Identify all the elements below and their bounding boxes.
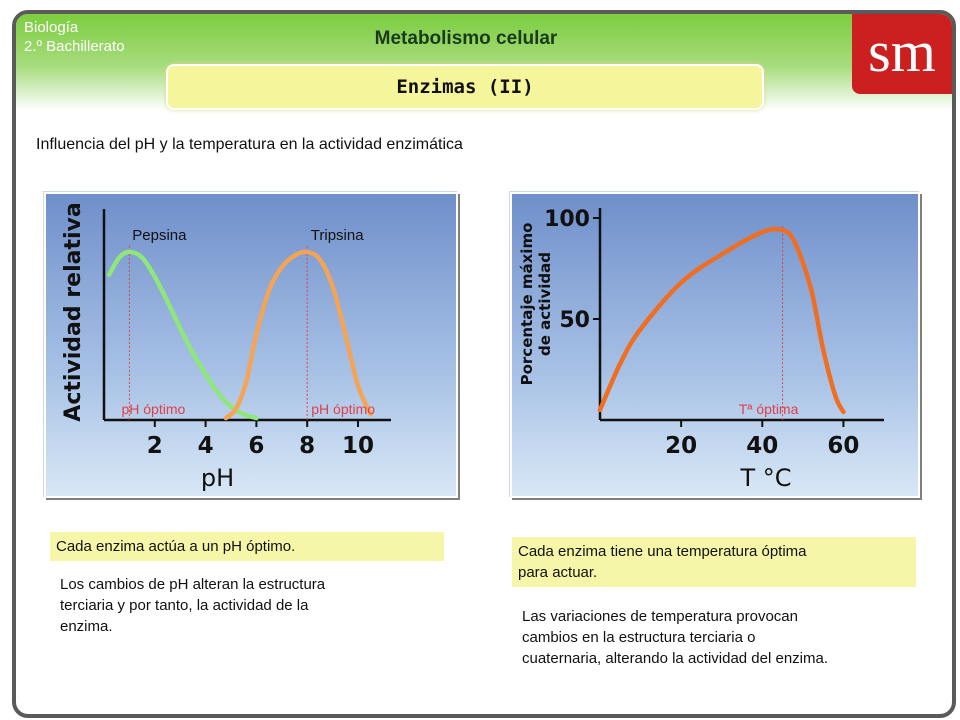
y-axis-label-line: de actividad [536,252,554,356]
logo-text: sm [868,19,936,84]
optimum-label: Tª óptima [739,401,799,417]
y-tick-label: 50 [559,308,590,333]
y-axis-label-line: Porcentaje máximo [518,223,536,386]
series-label-pepsina: Pepsina [132,227,187,244]
ph-chart-svg: 2 4 6 8 10 pH Actividad relativa Pepsina Tripsin… [61,202,391,492]
x-tick-label: 6 [248,433,264,459]
ph-summary-text: Cada enzima actúa a un pH óptimo. [56,538,296,555]
ph-summary-note: Cada enzima actúa a un pH óptimo. [50,532,444,561]
series-line-pepsina [106,249,259,421]
series-line-tripsina [223,249,373,421]
temp-summary-line: Cada enzima tiene una temperatura óptima [518,543,807,560]
ph-paragraph-line: Los cambios de pH alteran la estructura [60,576,326,593]
ph-paragraph-line: enzima. [60,618,113,635]
section-banner: Enzimas (II) [166,64,764,110]
temp-chart-svg: 20 40 60 50 100 T °C Porcentaje máximode activ… [518,207,884,492]
x-tick-label: 40 [746,433,778,459]
x-tick-label: 8 [299,433,315,459]
y-tick-label: 100 [544,207,590,232]
x-axis-label: pH [201,464,234,492]
y-axis-label: Porcentaje máximode actividad [518,223,554,386]
temp-paragraph-line: Las variaciones de temperatura provocan [522,608,798,625]
ph-chart: 2 4 6 8 10 pH Actividad relativa Pepsina Tripsin… [44,192,458,498]
x-tick-label: 60 [827,433,859,459]
temp-paragraph-line: cambios en la estructura terciaria o [522,629,756,646]
temp-summary-line: para actuar. [518,564,598,581]
subject-line-2: 2.º Bachillerato [24,38,125,55]
temp-paragraph-line: cuaternaria, alterando la actividad del … [522,650,829,667]
x-axis-label: T °C [739,464,791,492]
subject-label: Biología 2.º Bachillerato [24,18,125,56]
x-tick-label: 2 [147,433,163,459]
temp-chart: 20 40 60 50 100 T °C Porcentaje máximode activ… [510,192,920,498]
y-axis-label: Actividad relativa [61,202,86,421]
section-title: Enzimas (II) [396,76,534,98]
page-title: Metabolismo celular [374,28,558,49]
x-tick-label: 4 [198,433,214,459]
optimum-label: pH óptimo [121,401,185,417]
ph-paragraph: Los cambios de pH alteran la estructura … [60,574,325,637]
sm-logo: sm [852,14,952,94]
series-label-tripsina: Tripsina [311,227,364,244]
optimum-label: pH óptimo [311,401,375,417]
temp-paragraph: Las variaciones de temperatura provocan … [522,606,828,669]
x-tick-label: 10 [342,433,374,459]
subject-line-1: Biología [24,19,79,36]
intro-text: Influencia del pH y la temperatura en la… [36,136,463,153]
series-line-temperature [597,226,846,415]
x-tick-label: 20 [665,433,697,459]
ph-paragraph-line: terciaria y por tanto, la actividad de l… [60,597,309,614]
temp-summary-note: Cada enzima tiene una temperatura óptima… [512,537,916,587]
